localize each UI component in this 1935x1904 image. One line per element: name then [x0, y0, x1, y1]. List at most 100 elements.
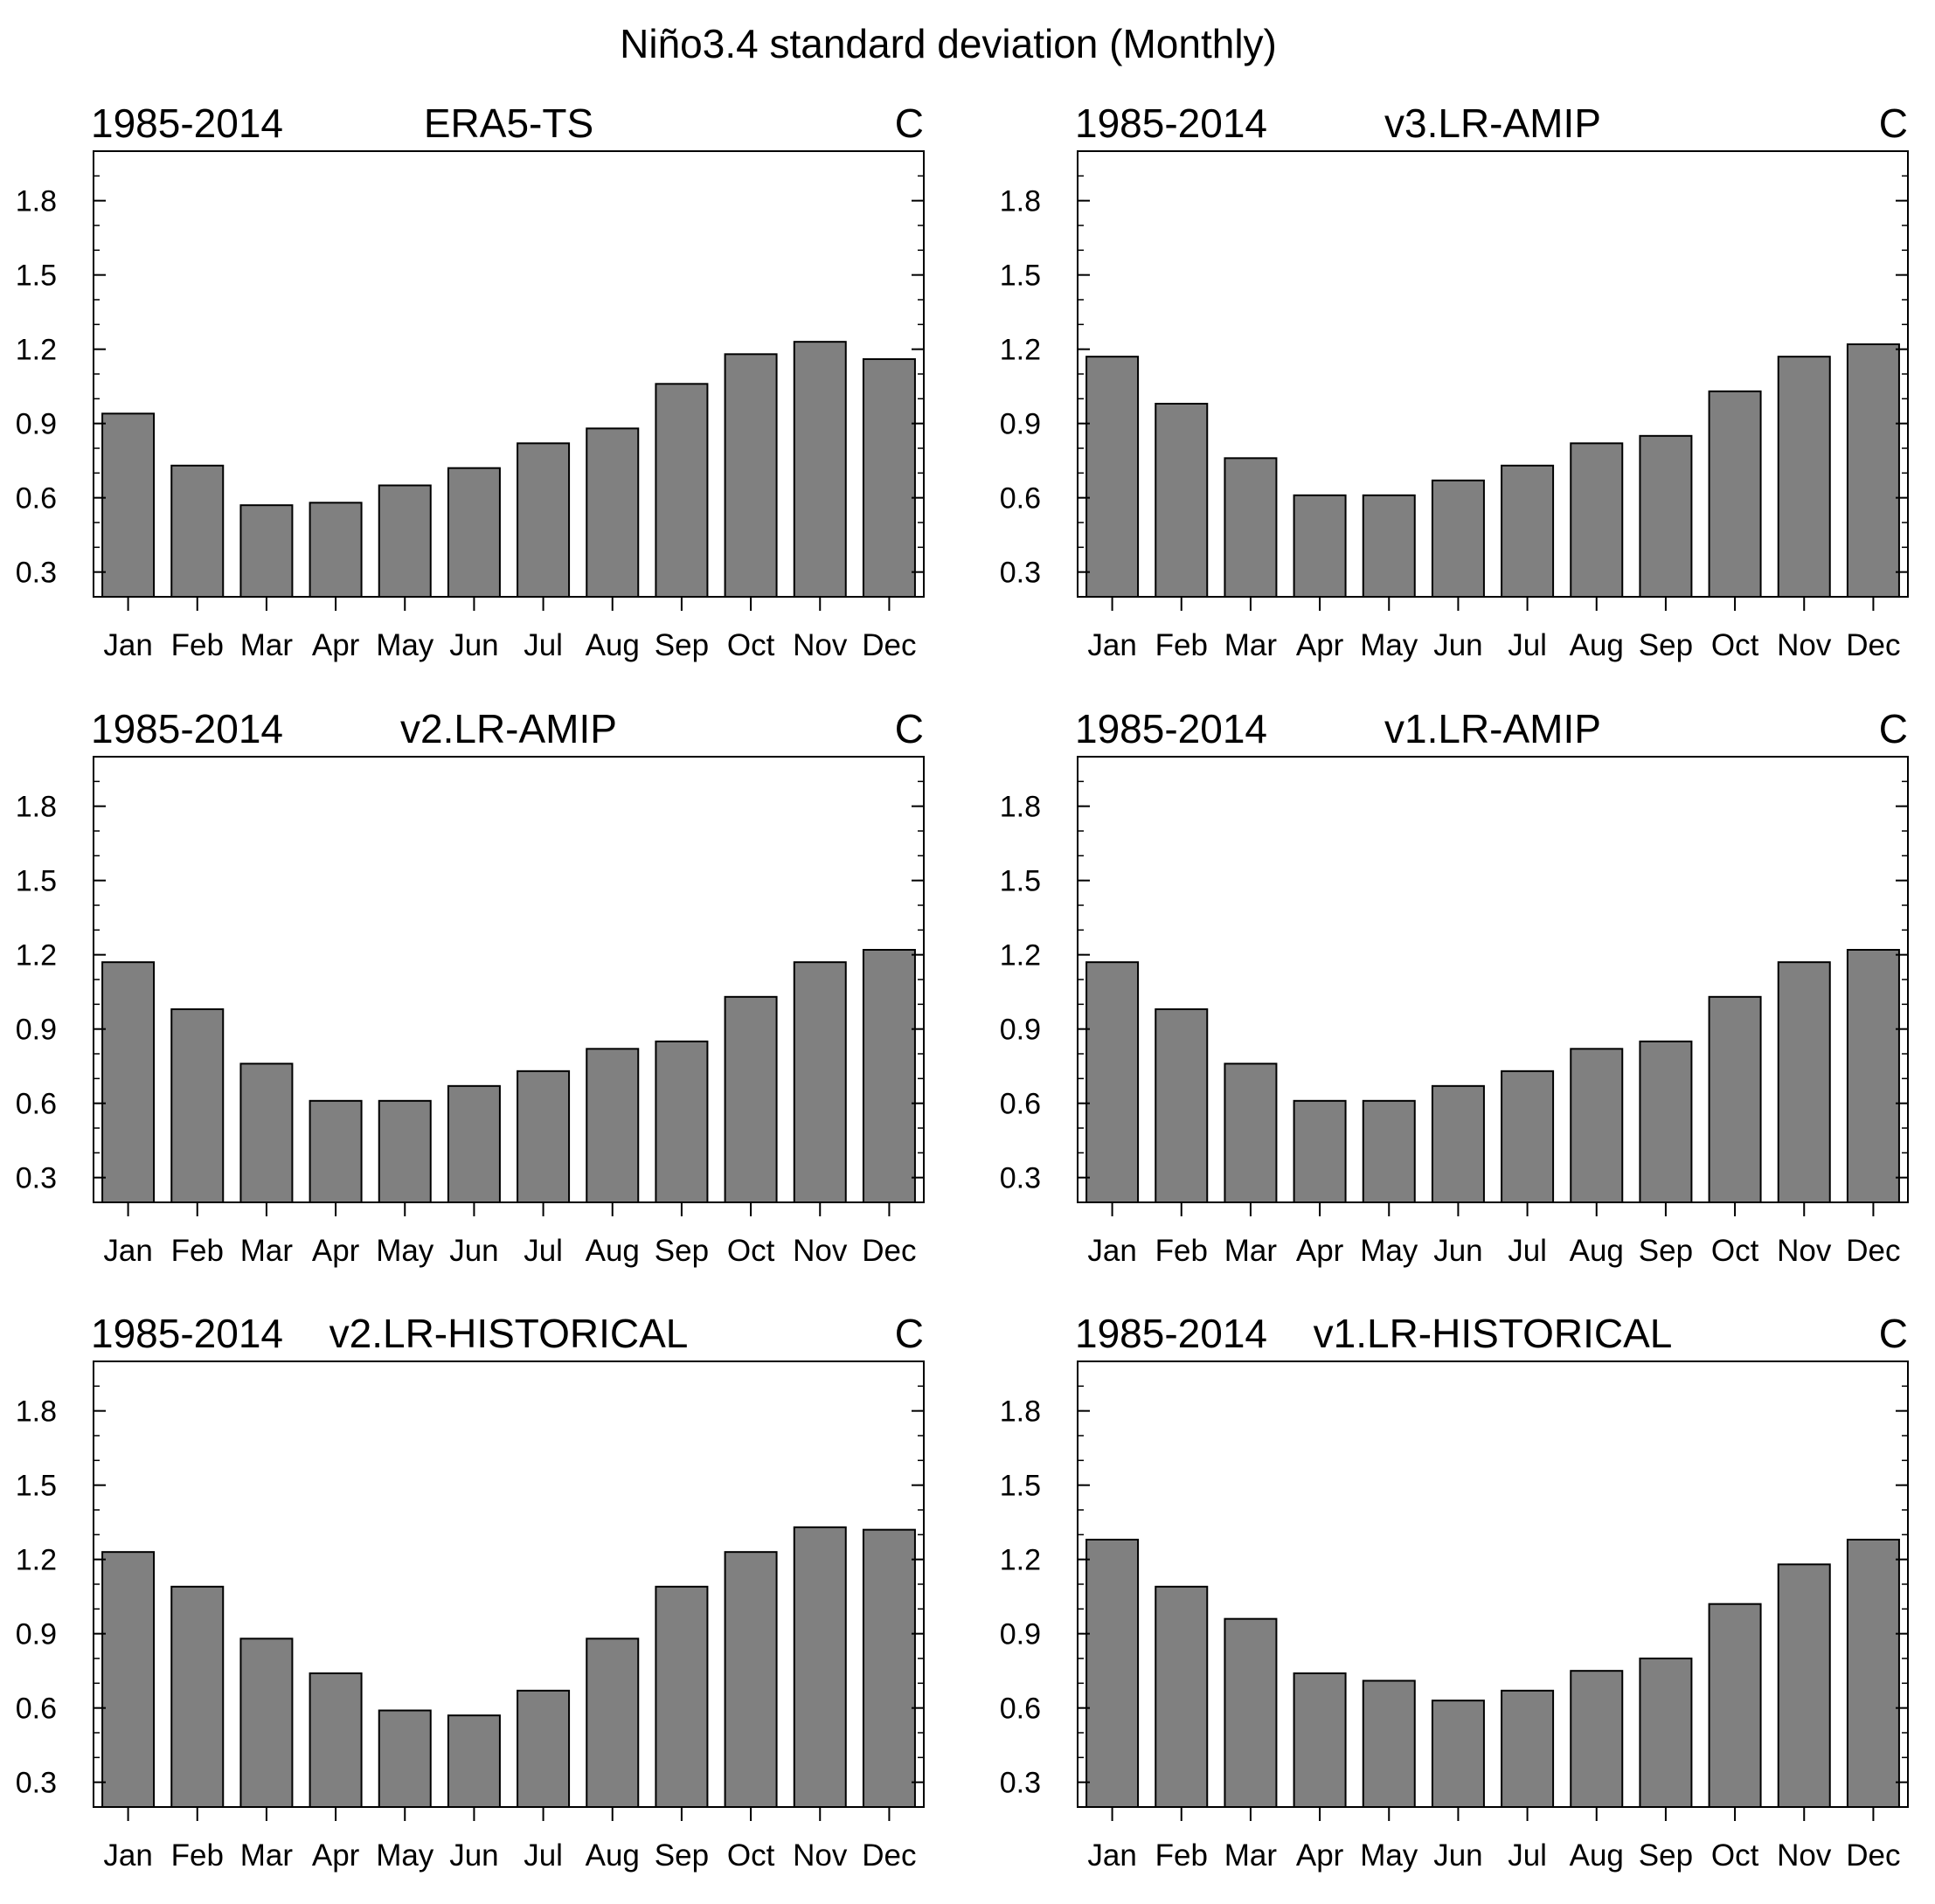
bar-mar — [1224, 1617, 1278, 1809]
x-tick-label: Aug — [586, 1234, 640, 1268]
y-tick-label: 1.5 — [16, 260, 57, 293]
y-tick-label: 1.2 — [16, 1544, 57, 1577]
bar-sep — [1639, 434, 1693, 598]
x-tick-label: Dec — [1846, 1234, 1900, 1268]
bar-jul — [1501, 464, 1555, 599]
bar-nov — [793, 1526, 847, 1808]
x-tick-label: Sep — [655, 1838, 709, 1873]
x-tick-label: Dec — [862, 1234, 916, 1268]
x-tick-label: Oct — [727, 628, 775, 662]
bar-may — [378, 1709, 432, 1808]
bar-apr — [1293, 1672, 1347, 1808]
bar-apr — [309, 1099, 363, 1203]
bar-feb — [170, 464, 225, 599]
y-tick-label: 1.2 — [1000, 1544, 1041, 1577]
y-tick-label: 1.8 — [16, 1395, 57, 1429]
bar-sep — [655, 1585, 709, 1808]
x-tick-label: Mar — [1224, 1838, 1278, 1873]
x-tick-label: Jun — [449, 1838, 498, 1873]
y-tick-label: 1.2 — [16, 334, 57, 367]
bar-oct — [724, 995, 778, 1203]
y-tick-label: 0.9 — [16, 408, 57, 441]
x-tick-label: Dec — [862, 1838, 916, 1873]
y-tick-label: 0.3 — [16, 1767, 57, 1800]
panel-units-label: C — [895, 706, 924, 751]
bar-may — [1362, 1099, 1416, 1203]
x-tick-label: Sep — [655, 628, 709, 662]
x-tick-label: Jun — [1433, 1838, 1482, 1873]
panel-period-label: 1985-2014 — [1075, 1311, 1267, 1356]
bar-jan — [1085, 356, 1140, 598]
panel-period-label: 1985-2014 — [91, 1311, 283, 1356]
x-tick-label: Aug — [1570, 1838, 1624, 1873]
x-tick-label: Jul — [1508, 1234, 1547, 1268]
y-tick-label: 0.3 — [1000, 557, 1041, 590]
y-tick-label: 0.3 — [16, 1162, 57, 1195]
panel-period-label: 1985-2014 — [91, 706, 283, 751]
x-tick-label: Nov — [1777, 628, 1832, 662]
x-tick-label: Feb — [171, 628, 224, 662]
bar-nov — [793, 341, 847, 598]
x-tick-label: Jul — [1508, 1838, 1547, 1873]
y-tick-label: 0.3 — [16, 557, 57, 590]
x-tick-label: Jun — [1433, 1234, 1482, 1268]
bar-jun — [447, 467, 501, 598]
bar-nov — [1777, 961, 1831, 1204]
x-tick-label: Feb — [171, 1234, 224, 1268]
x-tick-label: Mar — [240, 628, 294, 662]
bar-mar — [1224, 457, 1278, 599]
y-tick-label: 0.6 — [1000, 1693, 1041, 1726]
x-tick-label: Nov — [1777, 1234, 1832, 1268]
bar-jun — [447, 1714, 501, 1809]
x-tick-label: Mar — [240, 1838, 294, 1873]
x-tick-label: Apr — [1296, 1838, 1344, 1873]
y-tick-label: 1.8 — [16, 185, 57, 218]
x-tick-label: Jan — [1087, 628, 1136, 662]
y-tick-label: 1.2 — [1000, 939, 1041, 973]
bar-may — [1362, 494, 1416, 599]
bar-jul — [517, 1070, 571, 1203]
x-tick-label: Jan — [1087, 1838, 1136, 1873]
y-tick-label: 1.8 — [1000, 185, 1041, 218]
bar-may — [378, 484, 432, 598]
bar-apr — [1293, 494, 1347, 599]
x-tick-label: Oct — [727, 1838, 775, 1873]
bar-sep — [1639, 1040, 1693, 1203]
bar-feb — [170, 1008, 225, 1203]
bar-nov — [1777, 1563, 1831, 1808]
y-tick-label: 1.5 — [1000, 260, 1041, 293]
bar-jan — [1085, 1539, 1140, 1808]
panel-units-label: C — [1879, 1311, 1908, 1356]
x-tick-label: Jul — [524, 1838, 563, 1873]
bar-oct — [724, 353, 778, 598]
x-tick-label: May — [376, 1838, 434, 1873]
x-tick-label: Dec — [1846, 628, 1900, 662]
x-tick-label: Mar — [1224, 628, 1278, 662]
panel-title: v1.LR-HISTORICAL — [1314, 1311, 1673, 1356]
y-tick-label: 0.9 — [16, 1618, 57, 1651]
bar-nov — [793, 961, 847, 1204]
x-tick-label: Jan — [103, 1234, 152, 1268]
x-tick-label: Feb — [1155, 628, 1208, 662]
x-tick-label: Aug — [586, 628, 640, 662]
bar-oct — [1708, 390, 1762, 598]
x-tick-label: Aug — [586, 1838, 640, 1873]
bar-aug — [586, 1048, 640, 1203]
bar-jan — [101, 961, 156, 1204]
x-tick-label: Nov — [793, 628, 848, 662]
bar-dec — [862, 949, 916, 1203]
bar-feb — [1155, 1585, 1209, 1808]
bar-oct — [1708, 1603, 1762, 1809]
y-tick-label: 0.3 — [1000, 1767, 1041, 1800]
x-tick-label: Apr — [1296, 1234, 1344, 1268]
bar-sep — [655, 1040, 709, 1203]
bar-jul — [517, 1689, 571, 1808]
bar-nov — [1777, 356, 1831, 598]
bar-jun — [447, 1084, 501, 1203]
panel-period-label: 1985-2014 — [1075, 100, 1267, 146]
y-tick-label: 0.6 — [1000, 1088, 1041, 1121]
bar-sep — [1639, 1658, 1693, 1808]
bar-aug — [1570, 1670, 1624, 1809]
bar-jul — [517, 442, 571, 598]
